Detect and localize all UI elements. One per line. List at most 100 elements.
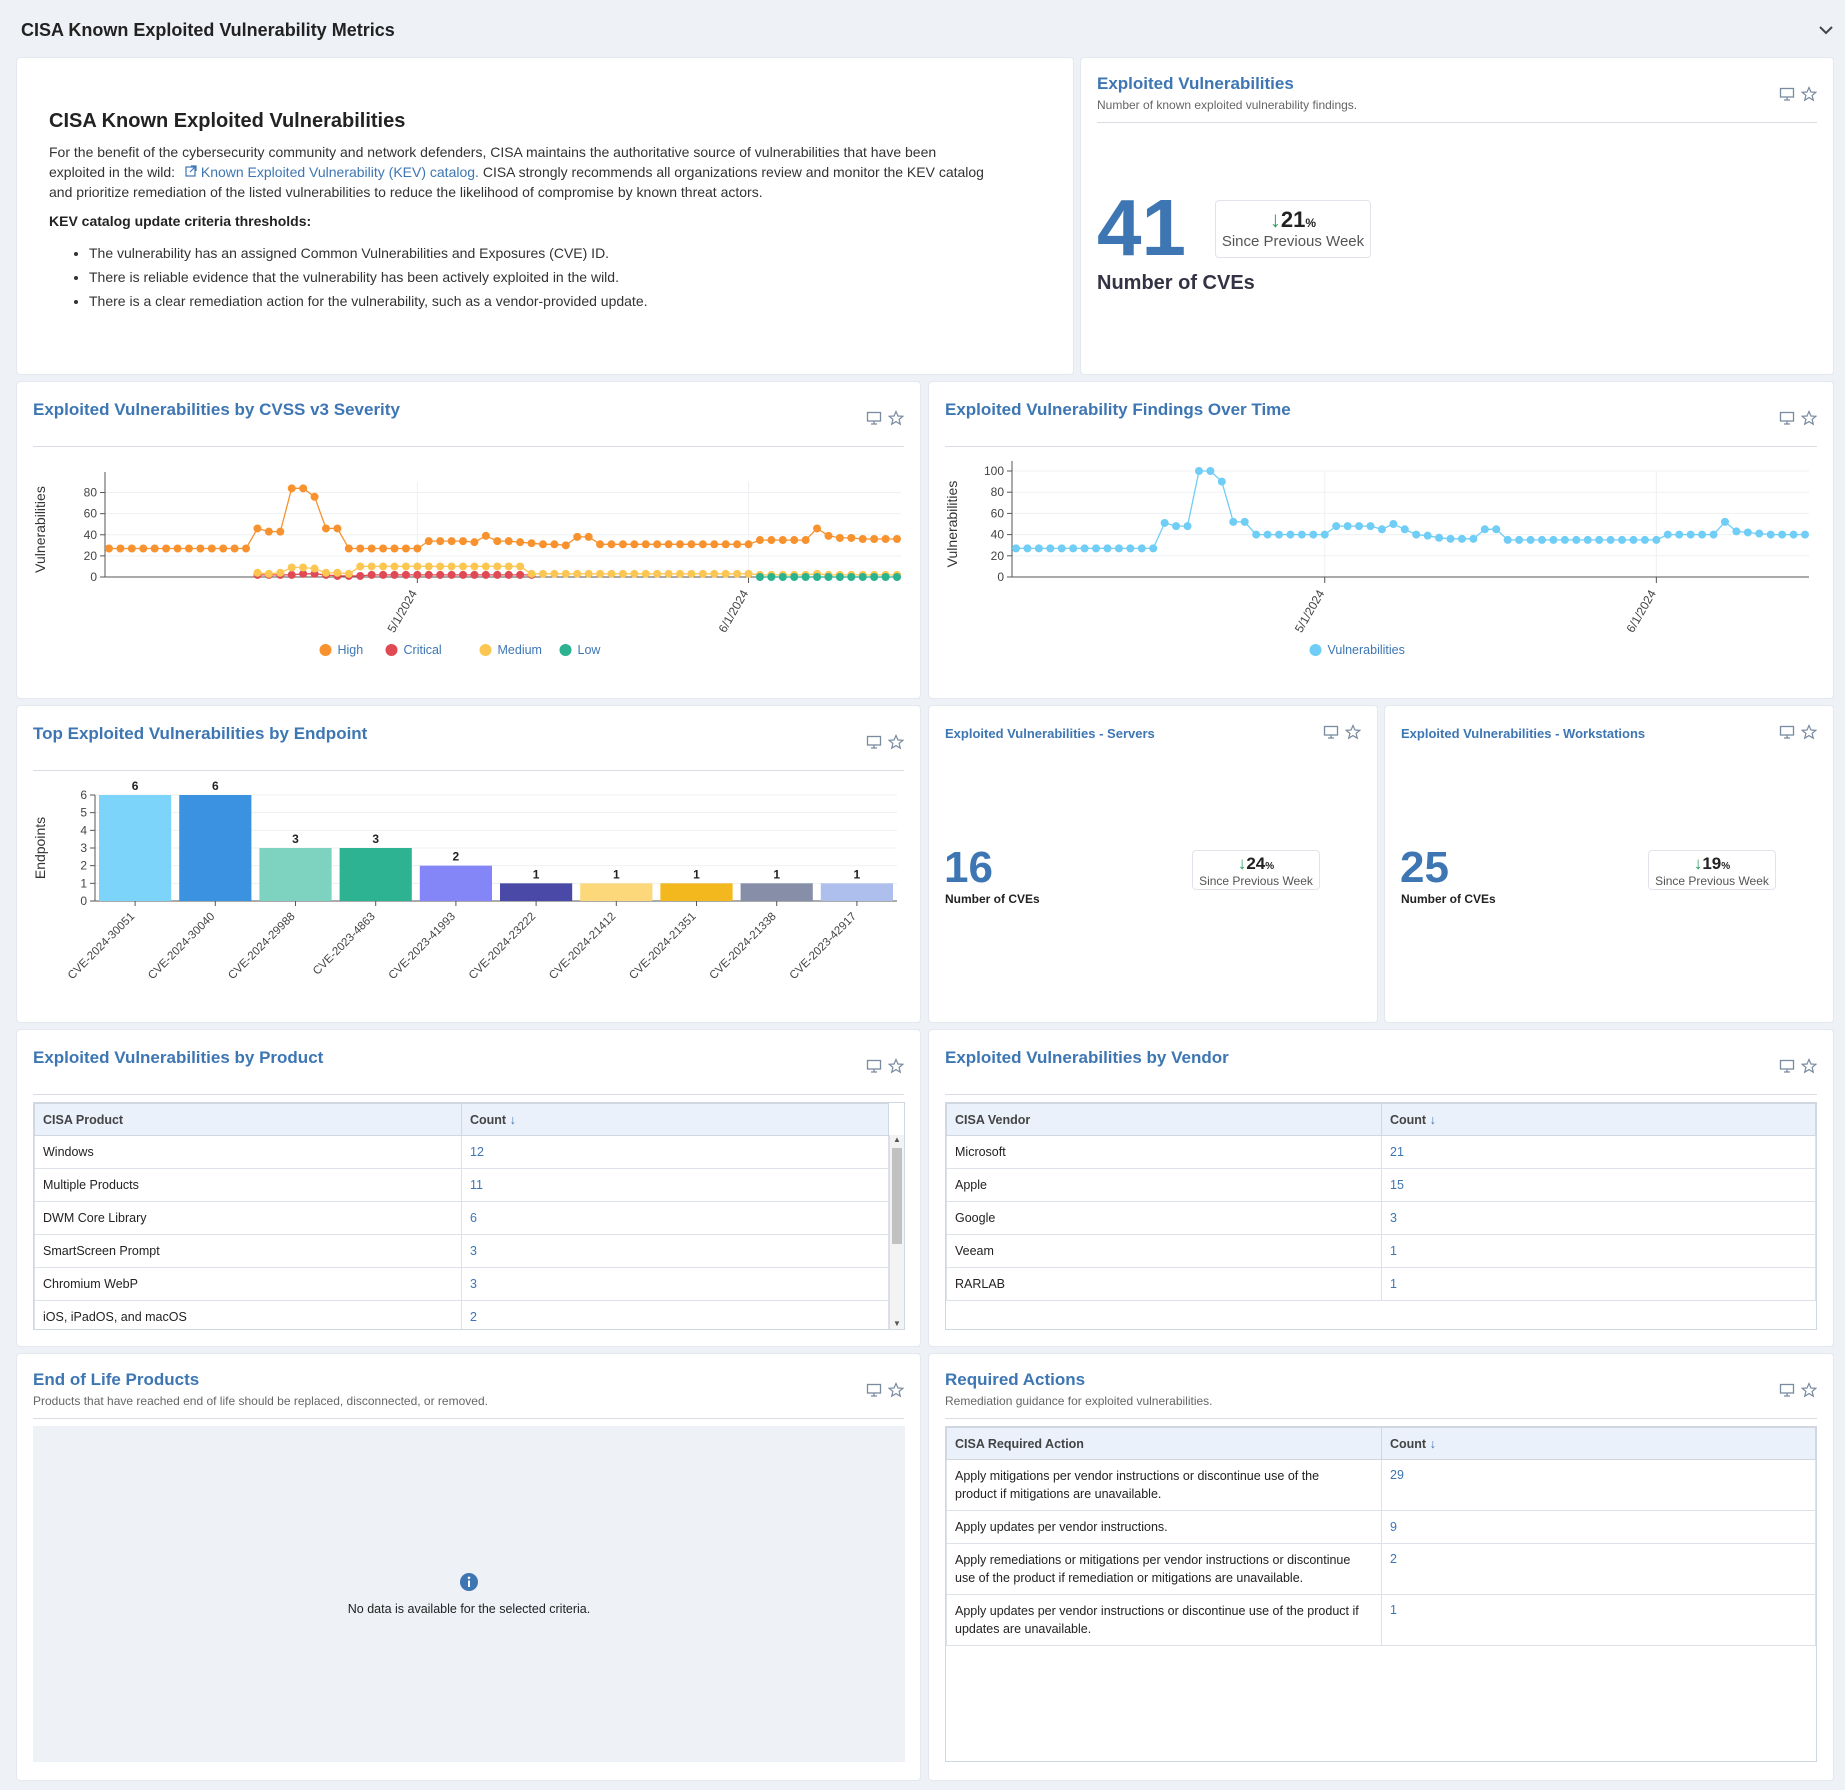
data-point [664,540,673,549]
data-point [1343,522,1352,531]
data-point [1732,527,1741,536]
star-icon[interactable] [1800,410,1818,426]
scroll-down-icon[interactable]: ▼ [893,1319,901,1328]
x-tick-label: CVE-2023-42917 [788,911,859,982]
x-tick-label: CVE-2024-21338 [707,911,778,982]
data-point [1720,517,1729,526]
monitor-icon[interactable] [1323,724,1339,740]
vendor-table-panel: Exploited Vulnerabilities by Vendor CISA… [929,1030,1833,1346]
data-point [561,541,570,550]
column-header-count[interactable]: Count ↓ [461,1103,889,1136]
star-icon[interactable] [887,1058,905,1074]
table-row[interactable]: Veeam 1 [946,1234,1816,1268]
data-point [527,569,536,578]
data-point [893,573,901,581]
monitor-icon[interactable] [1779,1058,1795,1074]
data-point [858,535,867,543]
chevron-down-icon[interactable] [1816,20,1836,40]
scroll-up-icon[interactable]: ▲ [893,1135,901,1144]
table-row[interactable]: Apple 15 [946,1168,1816,1202]
monitor-icon[interactable] [1779,86,1795,102]
legend-marker [479,644,492,656]
table-row[interactable]: Apply updates per vendor instructions or… [946,1594,1816,1646]
table-row[interactable]: SmartScreen Prompt 3 [34,1234,889,1268]
x-tick-label: CVE-2024-21351 [627,911,698,982]
column-header-product[interactable]: CISA Product [34,1103,462,1136]
data-point [870,573,879,581]
data-point [504,562,513,571]
kev-catalog-link[interactable]: Known Exploited Vulnerability (KEV) cata… [200,164,479,180]
table-row[interactable]: Microsoft 21 [946,1135,1816,1169]
monitor-icon[interactable] [866,1382,882,1398]
table-row[interactable]: Google 3 [946,1201,1816,1235]
data-point [436,562,445,571]
table-row[interactable]: Apply remediations or mitigations per ve… [946,1543,1816,1595]
star-icon[interactable] [887,1382,905,1398]
data-point [447,570,456,579]
column-header-vendor[interactable]: CISA Vendor [946,1103,1382,1136]
criteria-item: There is reliable evidence that the vuln… [89,265,648,289]
data-point [1400,525,1409,534]
scrollbar-thumb[interactable] [892,1148,902,1244]
star-icon[interactable] [887,734,905,750]
table-row[interactable]: DWM Core Library 6 [34,1201,889,1235]
table-row[interactable]: Chromium WebP 3 [34,1267,889,1301]
y-tick-label: 5 [80,806,87,820]
star-icon[interactable] [1800,1382,1818,1398]
data-point [881,535,890,543]
data-point [744,569,753,578]
product-table: CISA Product Count ↓ Windows 12 Multiple … [34,1103,889,1329]
star-icon[interactable] [1800,724,1818,740]
data-point [321,524,330,533]
data-point [253,524,262,533]
data-point [150,544,159,553]
data-point [835,573,844,581]
data-point [219,544,228,553]
data-point [618,569,627,578]
data-point [1778,530,1787,539]
table-row[interactable]: Multiple Products 11 [34,1168,889,1202]
table-row[interactable]: iOS, iPadOS, and macOS 2 [34,1300,889,1329]
data-point [1092,544,1101,553]
data-point [1012,544,1020,553]
bar [179,795,252,901]
column-header-count[interactable]: Count ↓ [1381,1103,1816,1136]
monitor-icon[interactable] [866,1058,882,1074]
column-header-count[interactable]: Count ↓ [1381,1427,1816,1460]
star-icon[interactable] [1800,1058,1818,1074]
criteria-list: The vulnerability has an assigned Common… [89,241,648,313]
bar [580,883,653,901]
actions-table: CISA Required Action Count ↓ Apply mitig… [946,1427,1816,1646]
data-point [299,484,308,493]
data-point [573,532,582,541]
y-tick-label: 40 [84,528,98,542]
star-icon[interactable] [887,410,905,426]
monitor-icon[interactable] [866,734,882,750]
data-point [424,537,433,546]
table-scrollbar[interactable]: ▲ ▼ [889,1135,904,1329]
data-point [516,562,525,571]
table-row[interactable]: RARLAB 1 [946,1267,1816,1301]
table-row[interactable]: Apply updates per vendor instructions. 9 [946,1510,1816,1544]
table-row[interactable]: Windows 12 [34,1135,889,1169]
column-header-action[interactable]: CISA Required Action [946,1427,1382,1460]
monitor-icon[interactable] [1779,410,1795,426]
kpi-value: 25 [1400,843,1449,892]
star-icon[interactable] [1344,724,1362,740]
data-point [1160,518,1169,527]
legend-label: Medium [498,643,542,657]
data-point [481,570,490,579]
monitor-icon[interactable] [866,410,882,426]
data-point [1709,530,1718,539]
x-tick-label: CVE-2023-4863 [311,911,378,978]
star-icon[interactable] [1800,86,1818,102]
data-point [379,544,388,553]
data-point [641,569,650,578]
legend-marker [559,644,572,656]
arrow-down-icon: ↓ [1237,854,1247,873]
table-row[interactable]: Apply mitigations per vendor instruction… [946,1459,1816,1511]
monitor-icon[interactable] [1779,724,1795,740]
data-point [573,569,582,578]
monitor-icon[interactable] [1779,1382,1795,1398]
bar-value-label: 6 [132,779,139,793]
